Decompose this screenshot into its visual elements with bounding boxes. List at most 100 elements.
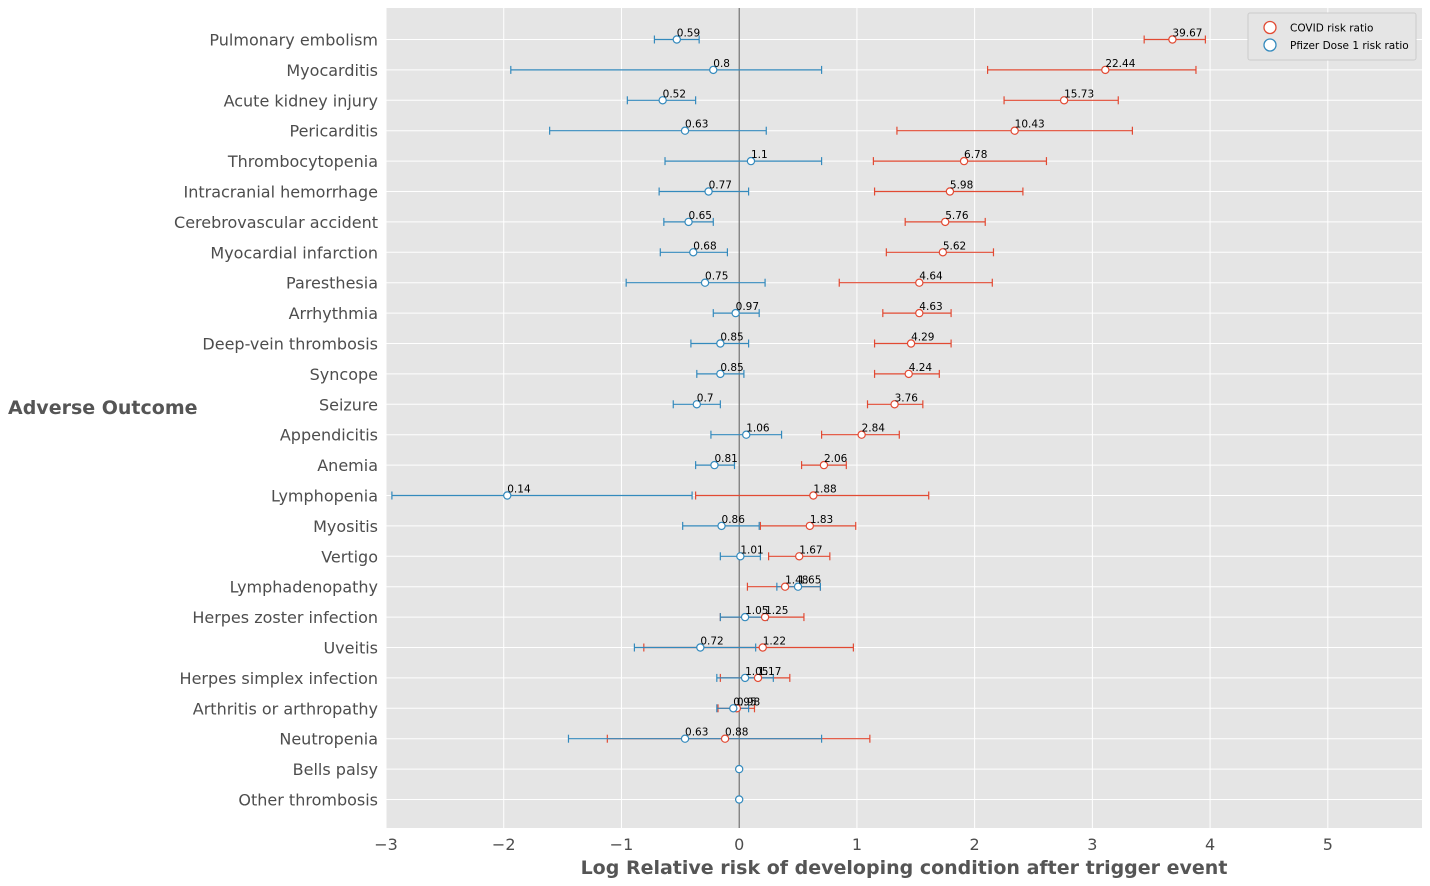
covid-point [720,734,730,743]
pfizer-data-label: 0.63 [685,119,708,131]
covid-data-label: 1.22 [763,636,786,648]
pfizer-data-label: 0.97 [736,301,759,313]
category-label: Intracranial hemorrhage [183,183,378,202]
pfizer-point [503,491,512,500]
pfizer-point [740,612,750,622]
pfizer-point [689,248,698,257]
pfizer-data-label: 0.85 [720,332,743,344]
covid-point [758,643,767,652]
pfizer-point [710,460,719,470]
covid-point [760,612,770,622]
pfizer-data-label: 0.95 [733,696,756,708]
category-label: Herpes zoster infection [192,608,378,627]
category-label: Pulmonary embolism [209,31,378,50]
covid-data-label: 2.06 [824,453,848,465]
x-tick-label: 0 [734,835,744,854]
covid-data-label: 4.29 [911,332,934,344]
category-label: Acute kidney injury [224,91,378,110]
category-label: Paresthesia [286,274,378,293]
covid-data-label: 10.43 [1015,119,1045,131]
covid-point [915,278,924,287]
category-label: Arthritis or arthropathy [193,699,378,718]
x-tick-label: 4 [1205,835,1215,854]
pfizer-point [684,217,693,227]
category-label: Herpes simplex infection [180,669,378,688]
pfizer-point [731,308,740,318]
pfizer-data-label: 1.05 [745,666,768,678]
pfizer-data-label: 0.68 [693,240,716,252]
x-tick-label: −1 [610,835,634,854]
category-label: Arrhythmia [289,304,378,323]
legend-label-covid: COVID risk ratio [1290,23,1373,35]
pfizer-point [716,339,725,348]
covid-data-label: 4.63 [919,301,942,313]
pfizer-data-label: 0.52 [663,88,686,100]
covid-data-label: 5.98 [950,180,973,192]
pfizer-data-label: 1.01 [740,544,763,556]
pfizer-point [740,673,750,683]
category-label: Bells palsy [293,760,378,779]
data-points [503,35,1177,804]
y-axis-title: Adverse Outcome [8,397,198,419]
pfizer-point [709,65,718,75]
legend-marker-covid [1263,20,1277,35]
covid-data-label: 4.24 [909,362,933,374]
category-label: Seizure [319,395,378,414]
covid-data-label: 1.88 [813,484,836,496]
category-label: Deep-vein thrombosis [202,335,378,354]
covid-point [945,187,955,196]
pfizer-data-label: 0.86 [722,514,746,526]
x-axis-title: Log Relative risk of developing conditio… [581,857,1228,879]
covid-data-label: 1.83 [810,514,833,526]
covid-data-label: 1.48 [785,575,808,587]
x-tick-label: 1 [852,835,862,854]
covid-data-label: 1.67 [799,544,822,556]
legend-box [1247,12,1417,61]
pfizer-data-label: 0.85 [720,362,743,374]
pfizer-point [672,35,681,44]
category-label: Myositis [313,517,378,536]
pfizer-point [793,582,803,591]
covid-data-label: 22.44 [1105,58,1135,70]
covid-data-label: 0.98 [737,696,760,708]
covid-point [1059,96,1069,105]
pfizer-data-label: 0.72 [700,636,723,648]
pfizer-point [696,643,705,652]
pfizer-point [680,126,690,135]
covid-point [941,217,950,227]
covid-point [890,400,899,409]
category-label: Thrombocytopenia [227,152,378,171]
covid-data-label: 39.67 [1172,28,1202,40]
pfizer-data-label: 0.8 [713,58,730,70]
data-labels: 39.67 22.44 15.73 10.43 6.78 5.98 5.76 5.62 4.64… [507,28,1202,739]
covid-point [780,582,790,591]
covid-point [805,521,815,531]
category-label: Lymphopenia [271,487,378,506]
pfizer-data-label: 0.77 [709,180,732,192]
pfizer-point [736,552,745,561]
x-tick-labels: −3 −2 −1 0 1 2 3 4 5 [374,835,1333,854]
x-tick-label: −3 [374,835,398,854]
pfizer-data-label: 0.7 [697,392,714,404]
category-label: Myocarditis [286,61,378,80]
pfizer-point [680,734,690,743]
covid-point [1101,65,1110,75]
category-label: Neutropenia [279,730,378,749]
category-label: Other thrombosis [238,791,378,810]
pfizer-data-label: 1.65 [798,575,821,587]
pfizer-point [658,96,667,105]
x-tick-label: 3 [1087,835,1097,854]
category-label: Lymphadenopathy [230,578,378,597]
covid-point [1168,35,1177,44]
pfizer-point [734,795,744,804]
category-label: Syncope [310,365,378,384]
pfizer-data-label: 0.63 [685,727,708,739]
covid-point [915,308,924,318]
pfizer-data-label: 1.05 [745,605,768,617]
category-label: Cerebrovascular accident [174,213,378,232]
pfizer-data-label: 0.65 [689,210,712,222]
covid-data-label: 5.62 [943,240,966,252]
covid-point [906,339,916,348]
pfizer-data-label: 0.59 [677,28,700,40]
x-tick-label: 5 [1323,835,1333,854]
